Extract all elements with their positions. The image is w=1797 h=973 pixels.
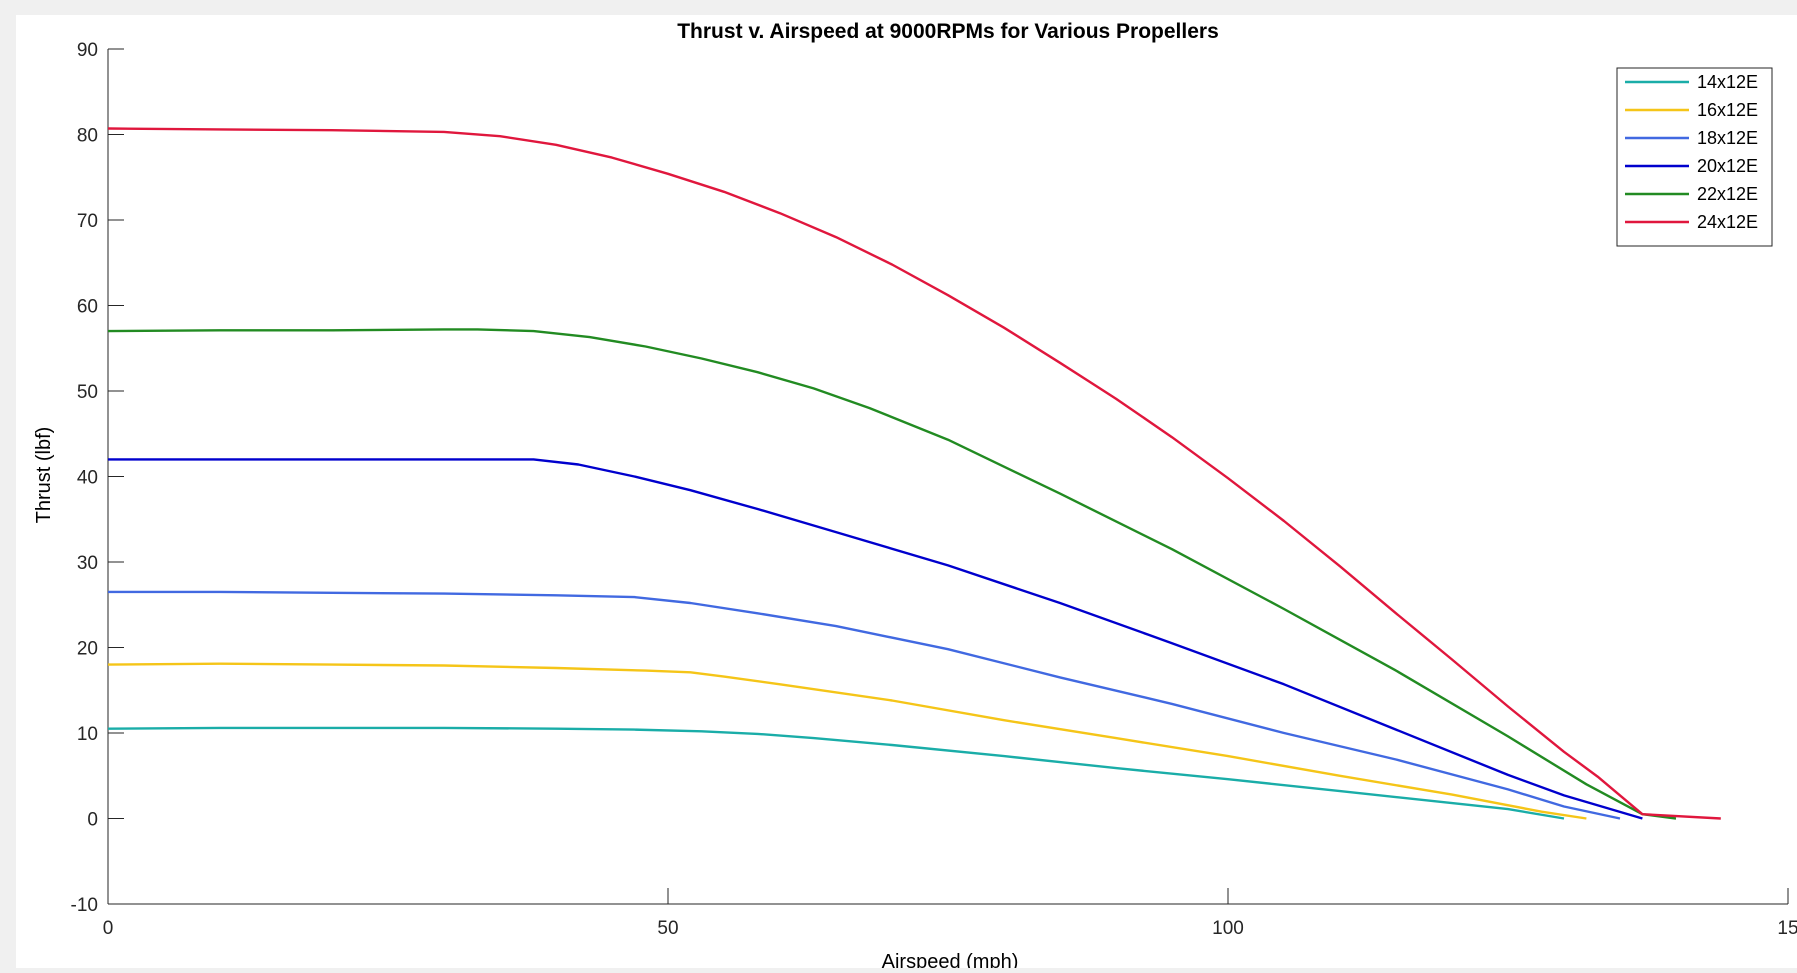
series-line-16x12e	[107, 662, 1587, 820]
x-tick-label: 0	[103, 918, 114, 939]
y-axis-label: Thrust (lbf)	[33, 427, 55, 524]
y-tick-label: 30	[77, 553, 98, 574]
y-tick-label: 20	[77, 639, 98, 660]
x-tick-label: 50	[657, 918, 678, 939]
y-tick-label: 10	[77, 724, 98, 745]
y-tick-label: 80	[77, 126, 98, 147]
series-line-14x12e	[107, 726, 1565, 820]
legend: 14x12E 16x12E 18x12E 20x12E 22x12E 24x12E	[1616, 67, 1773, 247]
legend-label: 20x12E	[1697, 156, 1758, 176]
legend-label: 16x12E	[1697, 100, 1758, 120]
series-line-18x12e	[108, 590, 1621, 820]
legend-box	[1616, 67, 1773, 247]
x-axis-label: Airspeed (mph)	[882, 951, 1019, 968]
chart-title: Thrust v. Airspeed at 9000RPMs for Vario…	[677, 20, 1219, 43]
series-line-24x12e	[107, 127, 1721, 820]
series-line-20x12e	[108, 458, 1643, 820]
y-tick-label: 70	[77, 211, 98, 232]
axes-background	[108, 49, 1788, 904]
series-line-22x12e	[107, 328, 1677, 820]
plot-area	[108, 49, 1788, 904]
x-tick-label: 15	[1777, 918, 1797, 939]
legend-label: 24x12E	[1697, 212, 1758, 232]
x-tick-label: 100	[1212, 918, 1244, 939]
lines	[107, 127, 1721, 820]
legend-label: 22x12E	[1697, 184, 1758, 204]
y-tick-label: 60	[77, 297, 98, 318]
y-tick-label: 90	[77, 40, 98, 61]
legend-label: 18x12E	[1697, 128, 1758, 148]
y-tick-label: 40	[77, 468, 98, 489]
legend-label: 14x12E	[1697, 72, 1758, 92]
y-tick-label: 0	[87, 810, 98, 831]
y-tick-label: -10	[71, 895, 98, 916]
y-tick-label: 50	[77, 382, 98, 403]
